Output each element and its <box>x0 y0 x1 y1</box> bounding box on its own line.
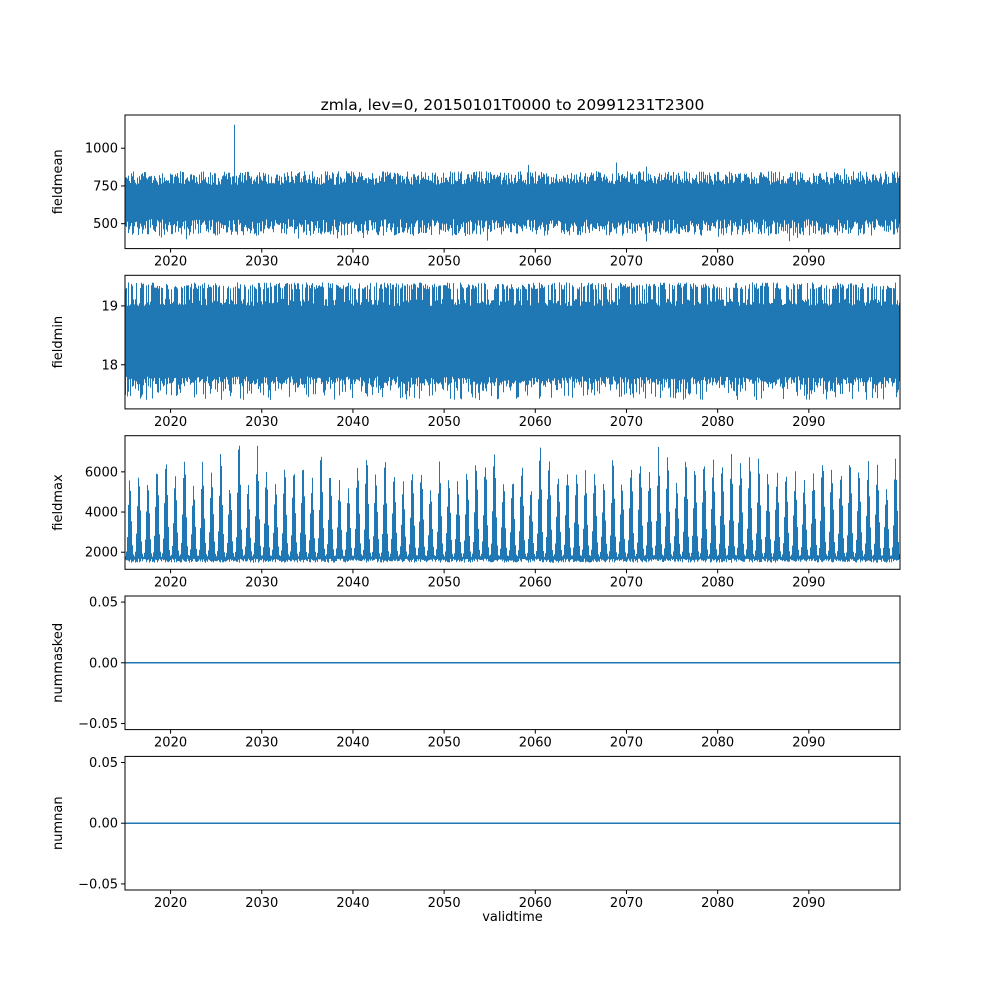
x-tick-label: 2040 <box>336 896 369 911</box>
y-axis-label-fieldmax: fieldmax <box>51 474 66 531</box>
x-tick-label: 2020 <box>154 415 187 430</box>
x-tick-label: 2020 <box>154 896 187 911</box>
x-tick-label: 2060 <box>519 736 552 751</box>
x-tick-label: 2090 <box>792 575 825 590</box>
axes-frame <box>124 114 901 250</box>
x-tick-label: 2090 <box>792 736 825 751</box>
x-tick-label: 2030 <box>245 415 278 430</box>
x-tick-label: 2040 <box>336 575 369 590</box>
x-tick-label: 2050 <box>428 255 461 270</box>
subplot-nummasked: 2020 2030 2040 2050 2060 2070 2080 2090 0.05 0.00… <box>51 595 901 751</box>
x-tick-label: 2090 <box>792 415 825 430</box>
x-tick-label: 2040 <box>336 736 369 751</box>
x-tick-label: 2060 <box>519 255 552 270</box>
x-tick-label: 2020 <box>154 255 187 270</box>
x-tick-label: 2020 <box>154 575 187 590</box>
x-tick-label: 2070 <box>610 415 643 430</box>
y-axis-label-fieldmean: fieldmean <box>51 149 66 214</box>
x-axis-label: validtime <box>482 910 543 925</box>
subplot-fieldmax: 2020 2030 2040 2050 2060 2070 2080 2090 6000 4000… <box>51 435 901 590</box>
y-tick-label: 2000 <box>85 546 118 561</box>
y-tick-label: −0.05 <box>78 717 118 732</box>
x-tick-label: 2080 <box>701 415 734 430</box>
y-tick-label: 18 <box>101 358 118 373</box>
y-axis-label-numnan: numnan <box>51 796 66 850</box>
x-tick-label: 2060 <box>519 575 552 590</box>
x-tick-label: 2030 <box>245 255 278 270</box>
x-tick-label: 2030 <box>245 896 278 911</box>
subplot-fieldmean: 2020 2030 2040 2050 2060 2070 2080 2090 1000 750 5… <box>51 114 901 270</box>
x-tick-label: 2020 <box>154 736 187 751</box>
x-tick-label: 2080 <box>701 896 734 911</box>
x-tick-label: 2090 <box>792 896 825 911</box>
x-tick-label: 2080 <box>701 736 734 751</box>
y-tick-label: 1000 <box>85 142 118 157</box>
y-tick-label: −0.05 <box>78 877 118 892</box>
x-tick-label: 2060 <box>519 896 552 911</box>
subplot-numnan: 2020 2030 2040 2050 2060 2070 2080 2090 0.05 0.00… <box>51 755 901 911</box>
subplot-fieldmin: 2020 2030 2040 2050 2060 2070 2080 2090 19 18 fiel… <box>51 274 901 430</box>
y-tick-label: 0.00 <box>89 656 118 671</box>
x-tick-label: 2080 <box>701 575 734 590</box>
figure-title: zmla, lev=0, 20150101T0000 to 20991231T2… <box>320 96 705 114</box>
x-tick-label: 2030 <box>245 575 278 590</box>
y-tick-label: 4000 <box>85 506 118 521</box>
y-tick-label: 19 <box>101 299 118 314</box>
x-tick-label: 2080 <box>701 255 734 270</box>
x-tick-label: 2050 <box>428 736 461 751</box>
y-tick-label: 0.00 <box>89 817 118 832</box>
x-tick-label: 2070 <box>610 575 643 590</box>
x-tick-label: 2060 <box>519 415 552 430</box>
axes-frame <box>124 274 901 410</box>
x-tick-label: 2070 <box>610 736 643 751</box>
x-tick-label: 2050 <box>428 896 461 911</box>
y-tick-label: 6000 <box>85 465 118 480</box>
x-tick-label: 2070 <box>610 255 643 270</box>
x-tick-label: 2090 <box>792 255 825 270</box>
x-tick-label: 2050 <box>428 415 461 430</box>
axes-frame <box>124 435 901 570</box>
y-tick-label: 750 <box>93 179 118 194</box>
y-axis-label-fieldmin: fieldmin <box>51 316 66 369</box>
x-tick-label: 2050 <box>428 575 461 590</box>
series-line-fieldmin <box>125 282 900 400</box>
y-axis-label-nummasked: nummasked <box>51 623 66 703</box>
y-tick-label: 0.05 <box>89 596 118 611</box>
x-tick-label: 2070 <box>610 896 643 911</box>
series-line-fieldmax <box>125 445 900 563</box>
x-tick-label: 2030 <box>245 736 278 751</box>
y-tick-label: 0.05 <box>89 756 118 771</box>
y-tick-label: 500 <box>93 217 118 232</box>
series-line-fieldmean <box>125 124 900 242</box>
x-tick-label: 2040 <box>336 415 369 430</box>
x-tick-label: 2040 <box>336 255 369 270</box>
